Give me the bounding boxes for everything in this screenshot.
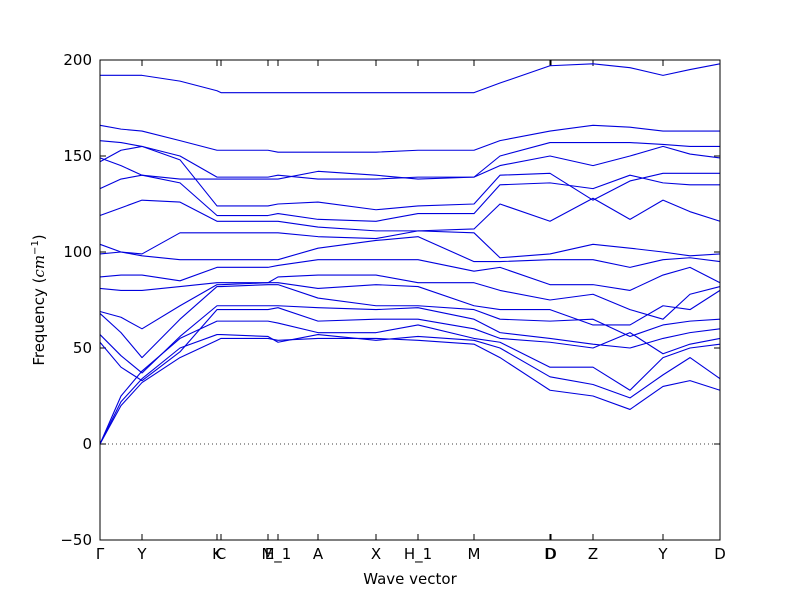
y-axis-label: Frequency (cm−1) [30,234,48,365]
x-tick-label: Γ [96,545,105,563]
y-axis-label-exp: −1 [30,240,41,255]
band-line [99,230,721,259]
band-line [99,140,720,180]
y-tick-label: 200 [63,51,92,69]
band-line [99,259,721,291]
x-tick-label: C [216,545,226,563]
x-tick-label: M [262,545,275,563]
x-tick-label: E_1 [265,545,292,564]
band-line [99,174,720,222]
x-tick-label: D [714,545,726,563]
y-tick-label: 100 [63,243,92,261]
band-line [99,305,721,374]
x-tick-label: D [545,545,557,563]
x-tick-label: X [371,545,381,563]
x-tick-label: M [468,545,481,563]
x-tick-label: K [212,545,223,563]
band-line [99,145,721,180]
y-tick-label: 50 [73,339,92,357]
y-axis-label-close: ) [30,234,48,240]
band-line [99,282,721,330]
x-tick-label: A [313,545,324,563]
band-line [99,334,721,445]
y-axis-label-text: Frequency ( [30,278,48,366]
band-line [99,145,720,211]
x-tick-label: Y [136,545,147,563]
y-tick-label: −50 [60,531,92,549]
band-line [99,124,720,153]
band-line [99,274,721,320]
plot-frame [99,59,721,541]
x-axis-label: Wave vector [363,570,457,588]
band-line [99,307,721,382]
y-tick-label: 150 [63,147,92,165]
x-tick-label: Y [657,545,668,563]
band-line [99,284,721,359]
band-line [99,337,721,445]
band-line [100,63,721,94]
y-axis-label-unit: cm [30,255,48,278]
x-tick-label: Z [588,545,598,563]
band-line [99,320,721,445]
y-tick-label: 0 [82,435,92,453]
band-line [99,197,721,232]
x-tick-label: H_1 [404,545,432,564]
x-tick-label: D [544,545,556,563]
band-line [99,236,721,268]
